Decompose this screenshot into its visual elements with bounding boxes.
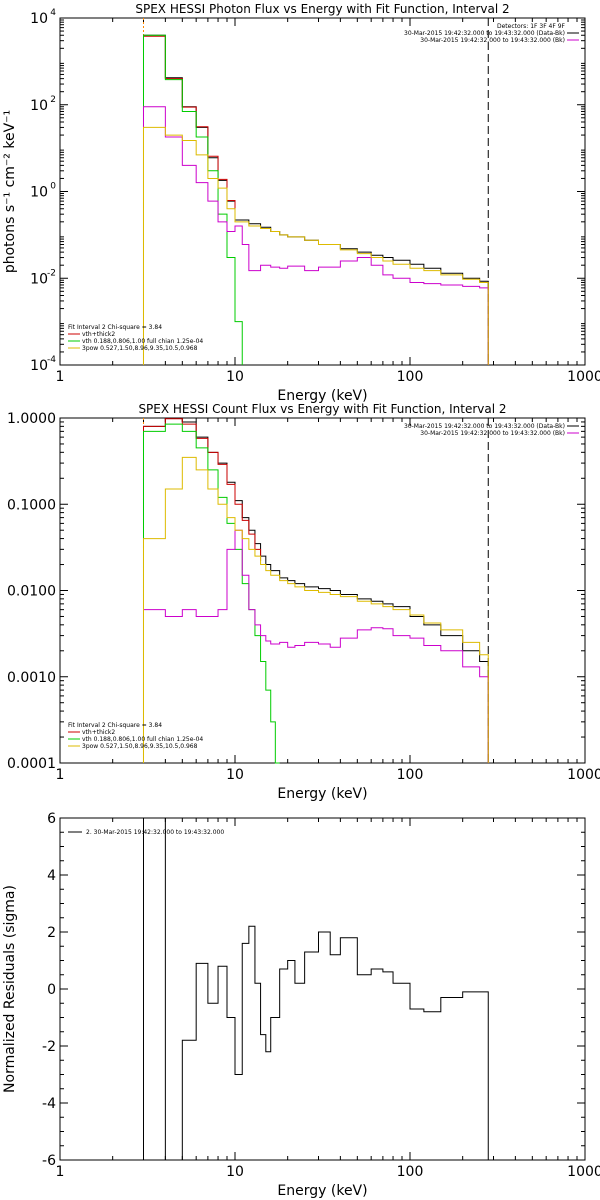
legend-top-entry: 30-Mar-2015 19:42:32.000 to 19:43:32.000… <box>420 430 565 437</box>
chart-title: SPEX HESSI Photon Flux vs Energy with Fi… <box>135 2 509 16</box>
y-tick-label: 4 <box>47 868 56 884</box>
series-5-line <box>142 126 489 365</box>
plot-frame <box>59 817 586 1161</box>
series-2-line <box>142 418 262 763</box>
x-tick-label: 100 <box>397 369 424 385</box>
y-tick-label: 0.1000 <box>7 497 56 513</box>
series-4-line <box>142 529 489 763</box>
legend-bottom-entry: vth+thick2 <box>82 729 115 736</box>
y-tick-label: 10 <box>30 11 48 27</box>
y-tick-label: 0.0100 <box>7 584 56 600</box>
x-tick-label: 10 <box>226 1164 244 1180</box>
legend-bottom-entry: Fit Interval 2 Chi-square = 3.84 <box>68 722 162 729</box>
legend-bottom-entry: vth+thick2 <box>82 331 115 338</box>
y-tick-label: 10 <box>30 358 48 374</box>
series-3-line <box>142 34 243 365</box>
y-tick-label: -2 <box>42 1039 56 1055</box>
y-tick-label: 0 <box>47 982 56 998</box>
series-5-line <box>142 456 489 763</box>
x-tick-label: 1 <box>56 767 65 783</box>
x-tick-label: 1 <box>56 369 65 385</box>
chart-panel-3: 1 10 100 1000 -6 -4 -2 0 2 4 6 Energy (keV) Normaliz… <box>2 811 600 1199</box>
plot-frame <box>59 17 586 366</box>
legend-top-entry: 30-Mar-2015 19:42:32.000 to 19:43:32.000… <box>404 30 565 37</box>
x-tick-label: 100 <box>397 767 424 783</box>
x-tick-label: 10 <box>226 369 244 385</box>
legend-bottom-entry: Fit Interval 2 Chi-square = 3.84 <box>68 324 162 331</box>
x-tick-label: 1 <box>56 1164 65 1180</box>
chart-panel-2: 1 10 100 1000 0.0001 0.0010 0.0100 0.1000 1.0000… <box>7 402 600 802</box>
plot-frame <box>59 417 586 764</box>
legend-bottom-entry: 3pow 0.527,1.50,8.96,9.35,10.5,0.968 <box>82 743 198 750</box>
y-tick-label: 10 <box>30 98 48 114</box>
x-axis-label: Energy (keV) <box>277 388 367 404</box>
series-3-line <box>142 423 280 764</box>
x-axis-label: Energy (keV) <box>277 1183 367 1199</box>
y-tick-exponent: -4 <box>47 355 56 365</box>
y-tick-label: 2 <box>47 925 56 941</box>
legend-bottom-entry: vth 0.188,0.806,1.00 full chian 1.25e-04 <box>82 338 203 345</box>
y-tick-label: -6 <box>42 1153 56 1169</box>
y-axis-label: photons s⁻¹ cm⁻² keV⁻¹ <box>2 110 18 273</box>
x-axis-label: Energy (keV) <box>277 786 367 802</box>
y-tick-exponent: 4 <box>50 8 56 18</box>
y-tick-label: 1.0000 <box>7 411 56 427</box>
series-2-line <box>142 35 236 365</box>
y-tick-label: -4 <box>42 1096 56 1112</box>
y-axis-label: Normalized Residuals (sigma) <box>2 885 18 1093</box>
series-1-line <box>142 34 489 365</box>
y-tick-label: 10 <box>30 271 48 287</box>
x-tick-label: 10 <box>226 767 244 783</box>
y-tick-label: 6 <box>47 811 56 827</box>
x-tick-label: 1000 <box>567 767 600 783</box>
y-tick-label: 0.0001 <box>7 756 56 772</box>
y-tick-label: 0.0010 <box>7 670 56 686</box>
series-4-line <box>142 106 489 365</box>
legend-top-entry: 30-Mar-2015 19:42:32.000 to 19:43:32.000… <box>420 37 565 44</box>
x-tick-label: 1000 <box>567 1164 600 1180</box>
x-tick-label: 100 <box>397 1164 424 1180</box>
y-tick-exponent: -2 <box>47 268 56 278</box>
y-tick-exponent: 2 <box>50 95 56 105</box>
legend-bottom-entry: vth 0.188,0.806,1.00 full chian 1.25e-04 <box>82 736 203 743</box>
x-tick-label: 1000 <box>567 369 600 385</box>
legend-top-entry: 30-Mar-2015 19:42:32.000 to 19:43:32.000… <box>404 423 565 430</box>
legend-bottom-entry: 3pow 0.527,1.50,8.96,9.35,10.5,0.968 <box>82 345 198 352</box>
y-tick-label: 10 <box>30 185 48 201</box>
series-1-line <box>142 817 489 1161</box>
legend-top-entry: 2. 30-Mar-2015 19:42:32.000 to 19:43:32.… <box>86 829 224 836</box>
legend-top-entry: Detectors: 1F 3F 4F 9F <box>497 23 566 30</box>
y-tick-exponent: 0 <box>50 182 56 192</box>
chart-title: SPEX HESSI Count Flux vs Energy with Fit… <box>138 402 506 416</box>
